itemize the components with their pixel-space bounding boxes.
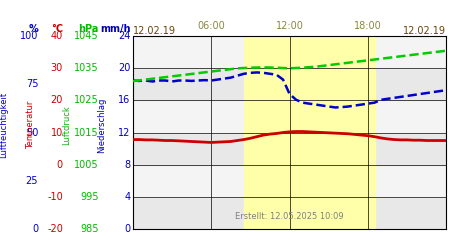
Text: 20: 20 — [118, 63, 130, 73]
Text: 12: 12 — [118, 128, 130, 138]
Text: -10: -10 — [47, 192, 63, 202]
Bar — [133, 164, 446, 197]
Text: mm/h: mm/h — [100, 24, 130, 34]
Bar — [133, 36, 446, 68]
Text: 1015: 1015 — [74, 128, 99, 138]
Text: hPa: hPa — [79, 24, 99, 34]
Text: 18:00: 18:00 — [354, 21, 382, 31]
Text: 30: 30 — [51, 63, 63, 73]
Text: Luftdruck: Luftdruck — [62, 105, 71, 145]
Text: Temperatur: Temperatur — [26, 101, 35, 149]
Text: 06:00: 06:00 — [197, 21, 225, 31]
Text: 12.02.19: 12.02.19 — [403, 26, 446, 36]
Text: 12:00: 12:00 — [276, 21, 303, 31]
Text: 4: 4 — [124, 192, 130, 202]
Text: 995: 995 — [81, 192, 99, 202]
Text: 40: 40 — [51, 31, 63, 41]
Text: 20: 20 — [50, 96, 63, 106]
Text: 1045: 1045 — [74, 31, 99, 41]
Text: 16: 16 — [118, 96, 130, 106]
Text: 1025: 1025 — [74, 96, 99, 106]
Text: °C: °C — [51, 24, 63, 34]
Text: Niederschlag: Niederschlag — [97, 97, 106, 153]
Text: Erstellt: 12.05.2025 10:09: Erstellt: 12.05.2025 10:09 — [235, 212, 344, 221]
Text: 1005: 1005 — [74, 160, 99, 170]
Bar — [133, 100, 446, 132]
Text: 1035: 1035 — [74, 63, 99, 73]
Text: 100: 100 — [20, 31, 38, 41]
Text: 75: 75 — [26, 80, 38, 90]
Bar — [133, 132, 446, 164]
Text: %: % — [28, 24, 38, 34]
Bar — [244, 36, 374, 229]
Text: -20: -20 — [47, 224, 63, 234]
Text: 12.02.19: 12.02.19 — [133, 26, 176, 36]
Text: 8: 8 — [124, 160, 130, 170]
Text: 0: 0 — [124, 224, 130, 234]
Text: 25: 25 — [26, 176, 38, 186]
Text: 24: 24 — [118, 31, 130, 41]
Bar — [133, 197, 446, 229]
Text: 985: 985 — [81, 224, 99, 234]
Text: Luftfeuchtigkeit: Luftfeuchtigkeit — [0, 92, 8, 158]
Text: 50: 50 — [26, 128, 38, 138]
Text: 0: 0 — [32, 224, 38, 234]
Text: 0: 0 — [57, 160, 63, 170]
Text: 10: 10 — [51, 128, 63, 138]
Bar — [133, 68, 446, 100]
